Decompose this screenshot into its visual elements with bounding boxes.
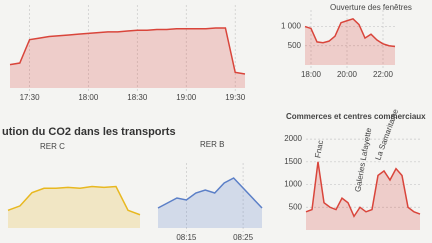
y-tick-label: 500 [288,41,302,50]
area [305,18,395,65]
chart-title: RER C [40,142,65,151]
x-tick-label: 18:30 [127,93,148,102]
chart-title: RER B [200,140,224,149]
x-tick-label: 17:30 [20,93,41,102]
area [8,186,140,228]
y-tick-label: 500 [289,202,303,211]
y-tick-label: 1000 [284,180,302,189]
x-tick-label: 08:15 [176,233,197,242]
line [157,177,263,209]
annotation: Fnac [313,140,325,159]
line [304,17,396,48]
area [306,161,420,230]
y-tick-label: 1 000 [281,22,302,31]
chart-title: Commerces et centres commerciaux [286,112,426,121]
line [7,185,141,216]
y-tick-label: 2000 [284,134,302,143]
line [305,161,421,218]
x-tick-label: 18:00 [78,93,99,102]
x-tick-label: 22:00 [373,70,394,79]
annotation: Ouverture des fenêtres [330,3,412,12]
area [158,178,262,228]
x-tick-label: 18:00 [301,70,322,79]
x-tick-label: 19:30 [225,93,246,102]
x-tick-label: 08:25 [233,233,254,242]
area [10,27,245,88]
y-tick-label: 1500 [284,157,302,166]
x-tick-label: 19:00 [176,93,197,102]
line [9,27,246,75]
section-heading: ution du CO2 dans les transports [2,126,176,138]
x-tick-label: 20:00 [337,70,358,79]
